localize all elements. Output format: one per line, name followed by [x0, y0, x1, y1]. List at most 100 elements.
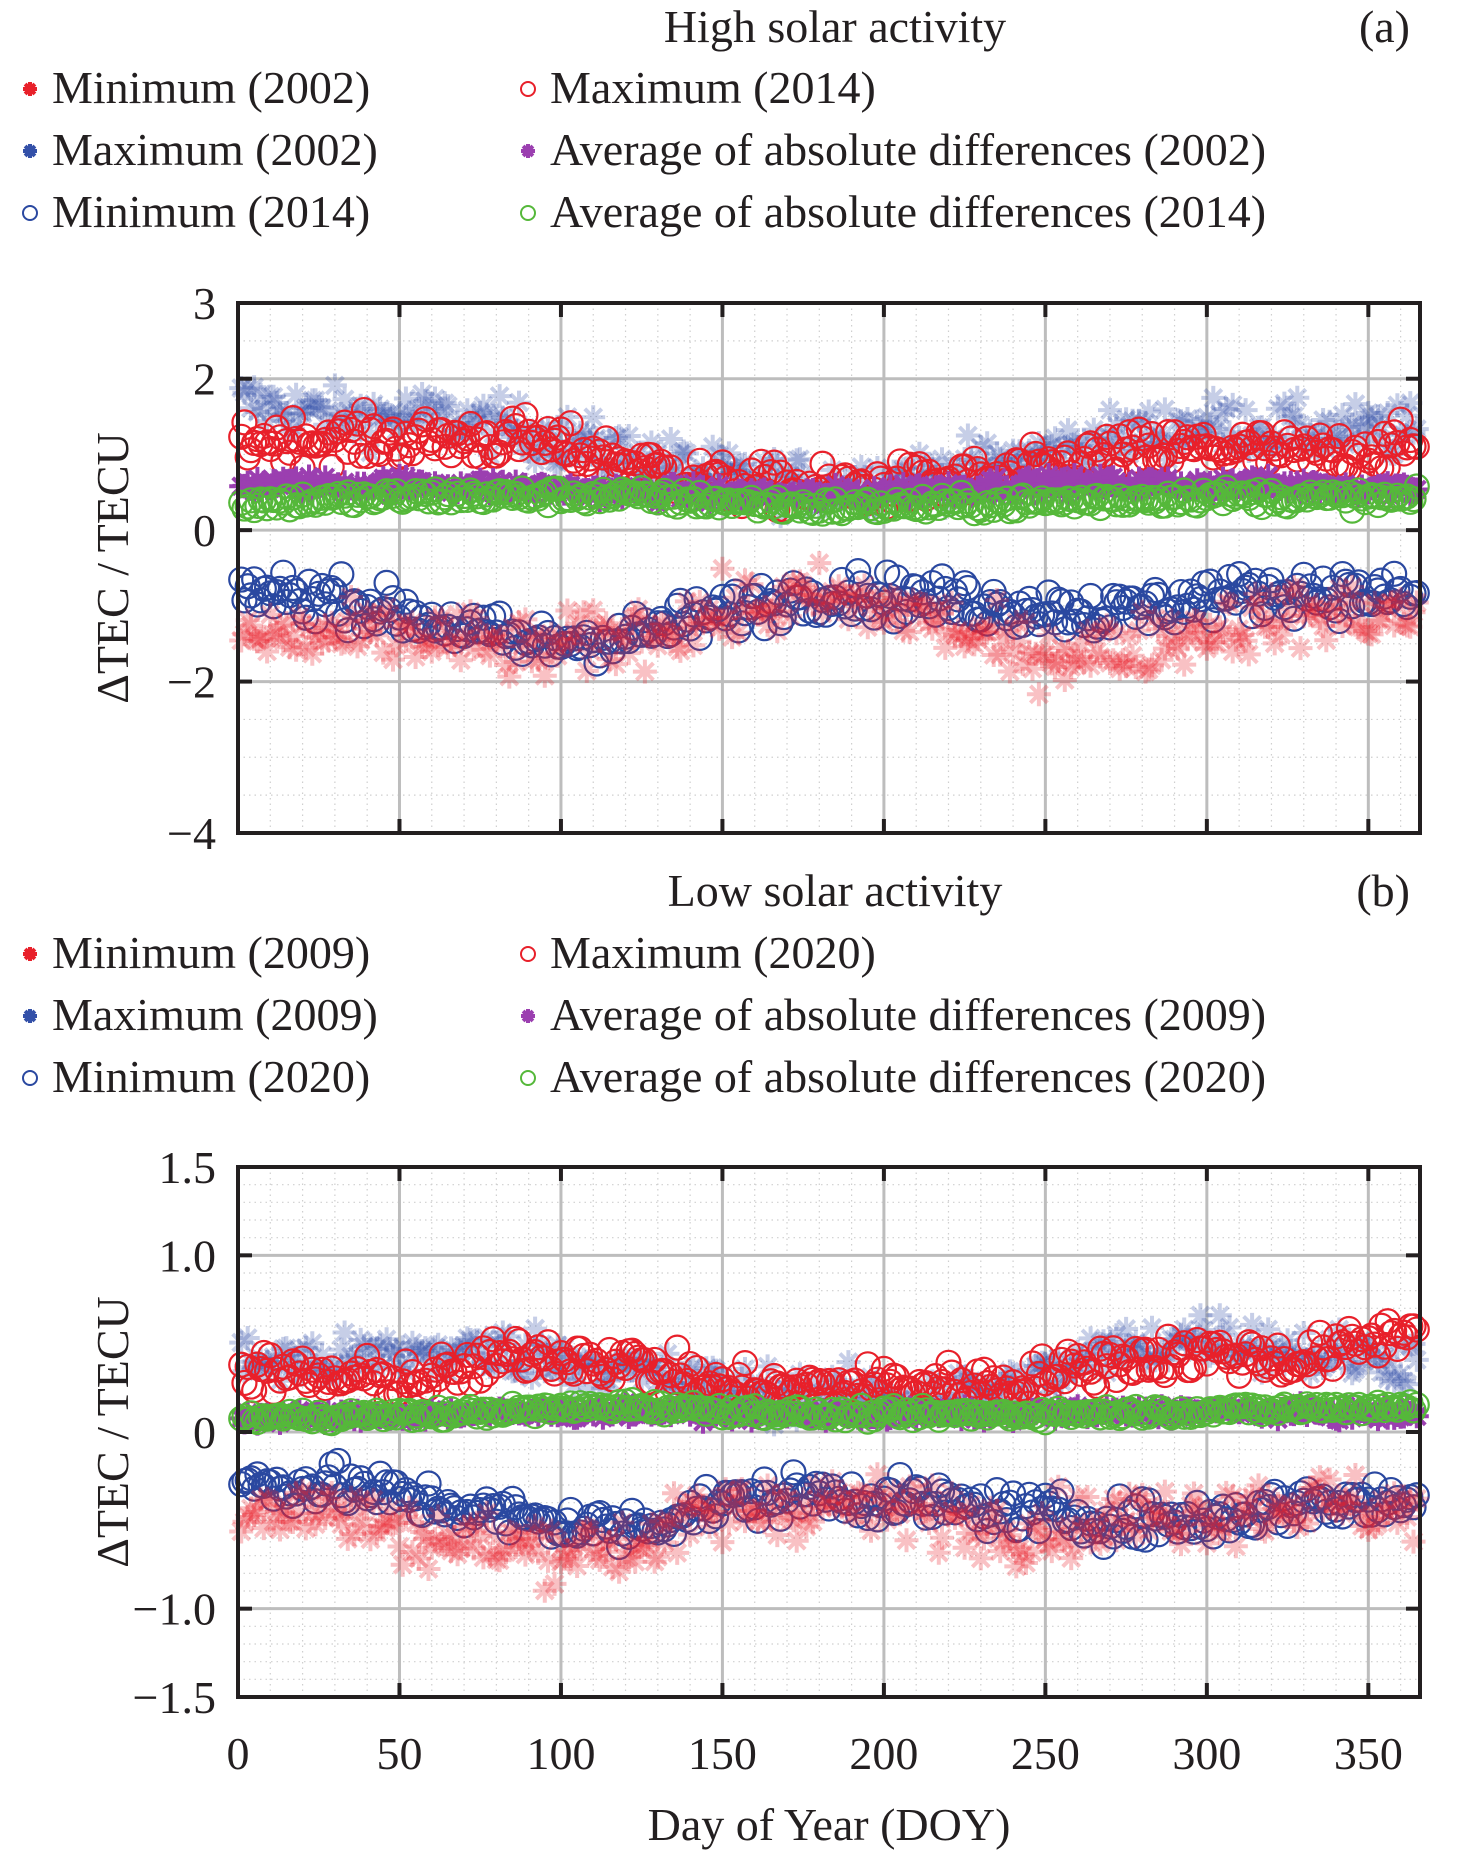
data-point	[970, 593, 998, 620]
data-point	[1211, 1323, 1235, 1348]
data-point	[1223, 1344, 1248, 1369]
legend-label: Average of absolute differences (2002)	[550, 124, 1266, 175]
data-point	[729, 600, 754, 625]
data-point	[664, 493, 691, 520]
data-point	[1288, 636, 1313, 661]
data-point	[968, 613, 993, 638]
data-point	[484, 628, 509, 653]
data-point	[231, 1369, 258, 1397]
data-point	[791, 463, 816, 488]
data-point	[264, 390, 289, 415]
data-point	[1297, 479, 1324, 506]
data-point	[555, 598, 580, 623]
data-points	[228, 1303, 1430, 1603]
data-point	[1075, 618, 1100, 643]
legend-item: Maximum (2020)	[520, 927, 876, 978]
x-tick-label: 100	[526, 1728, 595, 1779]
data-point	[487, 624, 512, 649]
data-point	[1152, 397, 1177, 422]
data-point	[875, 598, 900, 623]
data-point	[1269, 622, 1294, 647]
data-point	[274, 611, 299, 635]
data-point	[1171, 1330, 1198, 1357]
data-point	[487, 384, 512, 409]
data-point	[283, 578, 310, 605]
data-point	[1248, 1335, 1275, 1362]
data-point	[1043, 654, 1068, 679]
data-point	[1016, 585, 1043, 612]
data-point	[1130, 599, 1155, 624]
data-point	[729, 1366, 754, 1391]
data-point	[490, 405, 515, 430]
data-point	[904, 1380, 929, 1405]
data-point	[1349, 591, 1374, 616]
data-point	[435, 635, 460, 660]
data-point	[702, 597, 730, 624]
data-point	[1258, 1345, 1285, 1372]
data-point	[368, 608, 393, 633]
data-point	[342, 606, 367, 631]
data-point	[473, 481, 500, 508]
data-point	[228, 489, 255, 516]
data-point	[403, 645, 428, 669]
data-point	[477, 1354, 502, 1379]
data-point	[1298, 419, 1323, 444]
data-point	[674, 441, 699, 466]
data-point	[428, 417, 455, 444]
data-point	[452, 625, 477, 650]
data-point	[1140, 1315, 1164, 1340]
data-point	[984, 1386, 1009, 1411]
data-point	[731, 1349, 759, 1377]
panel-title: High solar activity	[664, 1, 1006, 52]
data-point	[545, 643, 570, 668]
data-point	[477, 442, 502, 467]
data-point	[1337, 588, 1361, 613]
data-point	[350, 613, 378, 640]
data-point	[797, 583, 822, 608]
data-point	[629, 1368, 654, 1392]
data-point	[668, 441, 693, 466]
data-point	[684, 612, 709, 637]
data-point	[1161, 1339, 1188, 1366]
data-point	[1169, 619, 1193, 644]
data-point	[545, 1333, 570, 1358]
data-point	[826, 574, 851, 599]
data-point	[1178, 620, 1203, 645]
data-point	[1280, 605, 1308, 632]
data-point	[1062, 1359, 1087, 1384]
data-point	[519, 1365, 544, 1390]
legend-label: Average of absolute differences (2009)	[550, 989, 1266, 1040]
data-point	[823, 590, 848, 615]
data-point	[1324, 591, 1348, 616]
data-point	[1198, 415, 1223, 440]
data-point	[1204, 417, 1229, 442]
data-point	[1149, 425, 1174, 450]
data-point	[1382, 1369, 1407, 1393]
data-point	[1236, 642, 1261, 667]
data-point	[1317, 409, 1342, 434]
data-point	[1065, 644, 1090, 669]
data-point	[279, 574, 307, 602]
data-point	[454, 425, 481, 452]
data-point	[332, 1320, 357, 1345]
data-point	[959, 619, 984, 644]
data-point	[1010, 651, 1035, 676]
data-point	[315, 419, 342, 446]
data-point	[813, 589, 838, 614]
data-point	[510, 1361, 535, 1386]
data-point	[363, 1356, 390, 1384]
data-point	[510, 634, 535, 659]
data-point	[1375, 595, 1400, 620]
data-point	[245, 400, 270, 424]
data-point	[1401, 600, 1426, 625]
data-point	[1285, 1343, 1310, 1368]
data-point	[1217, 1315, 1242, 1340]
data-point	[229, 628, 254, 653]
data-point	[1262, 631, 1287, 656]
data-point	[303, 388, 328, 413]
data-point	[1175, 627, 1200, 652]
data-point	[1207, 615, 1232, 640]
data-point	[374, 1327, 399, 1352]
y-axis-label: ΔTEC / TECU	[87, 432, 138, 704]
x-tick-label: 0	[227, 1728, 250, 1779]
